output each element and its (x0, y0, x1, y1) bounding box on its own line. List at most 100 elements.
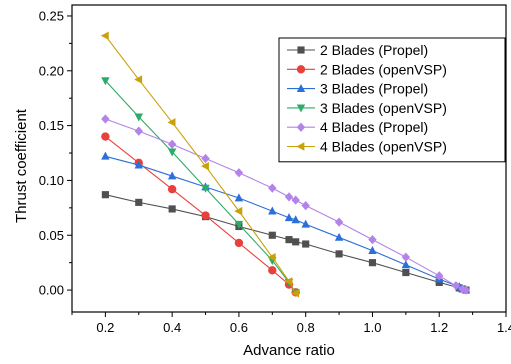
legend-label: 3 Blades (Propel) (320, 81, 428, 97)
legend-item: 3 Blades (openVSP) (287, 100, 447, 116)
legend-label: 2 Blades (Propel) (320, 42, 428, 58)
x-tick-label: 0.8 (297, 320, 315, 335)
data-point (234, 206, 243, 216)
data-point (201, 153, 210, 164)
data-point (134, 75, 143, 84)
data-point (100, 31, 109, 40)
legend-item: 4 Blades (Propel) (287, 119, 428, 135)
data-point (234, 168, 244, 178)
data-point (268, 206, 277, 215)
data-point (451, 281, 461, 291)
series-6 (100, 31, 300, 298)
y-tick-label: 0.00 (39, 283, 64, 298)
data-point (285, 236, 293, 244)
data-point (284, 213, 294, 222)
series-line (105, 194, 467, 291)
y-tick-label: 0.10 (39, 173, 64, 188)
data-point (334, 232, 344, 241)
data-point (167, 118, 176, 127)
y-tick-label: 0.20 (39, 63, 64, 78)
series-5 (101, 114, 471, 295)
data-point (101, 132, 110, 141)
x-tick-label: 0.4 (163, 320, 181, 335)
series-line (104, 80, 297, 293)
data-point (268, 266, 277, 275)
data-point (200, 161, 209, 171)
x-tick-label: 0.2 (96, 320, 114, 335)
data-point (284, 277, 293, 286)
data-point (134, 160, 143, 169)
plot-area (100, 31, 471, 298)
legend-label: 3 Blades (openVSP) (320, 100, 447, 116)
legend-label: 4 Blades (openVSP) (320, 139, 447, 155)
legend: 2 Blades (Propel) 2 Blades (openVSP) 3 Bla… (278, 37, 506, 163)
data-point (296, 104, 306, 113)
data-point (291, 195, 300, 205)
series-line (105, 118, 467, 291)
y-tick-label: 0.25 (39, 8, 64, 23)
legend-item: 3 Blades (Propel) (287, 81, 428, 97)
data-point (368, 235, 377, 245)
plot-frame (71, 4, 507, 313)
data-point (296, 83, 306, 92)
x-tick-label: 1.4 (497, 320, 511, 335)
data-point (335, 250, 343, 258)
data-point (167, 171, 177, 180)
data-point (368, 259, 377, 267)
legend-label: 2 Blades (openVSP) (320, 61, 447, 77)
data-point (135, 198, 143, 206)
series-3 (101, 151, 471, 294)
data-point (267, 252, 276, 262)
data-point (402, 268, 410, 277)
x-tick-label: 1.0 (363, 320, 381, 335)
data-point (167, 185, 177, 194)
x-axis-title: Advance ratio (243, 342, 335, 359)
data-point (401, 260, 411, 269)
y-tick-label: 0.15 (39, 118, 64, 133)
data-point (234, 238, 244, 248)
data-point (292, 238, 300, 246)
data-point (101, 77, 110, 86)
data-point (101, 114, 110, 124)
data-point (134, 126, 143, 136)
data-point (201, 184, 210, 193)
data-point (284, 192, 294, 202)
data-point (435, 271, 444, 281)
data-point (401, 252, 411, 262)
data-point (134, 113, 143, 122)
legend-box (278, 37, 506, 163)
data-point (296, 142, 305, 151)
data-point (101, 151, 110, 160)
data-point (461, 285, 471, 295)
data-point (291, 215, 300, 224)
axes: 0.2 0.4 0.6 0.8 1.0 1.2 1.4 0.00 0.05 0.10 0.15 0.2… (39, 4, 511, 335)
data-point (167, 139, 177, 149)
data-point (234, 193, 244, 202)
legend-item: 2 Blades (Propel) (287, 42, 428, 58)
series-line (105, 155, 467, 291)
y-tick-label: 0.05 (39, 228, 64, 243)
legend-label: 4 Blades (Propel) (320, 119, 428, 135)
data-point (334, 217, 344, 227)
data-point (296, 65, 306, 74)
data-point (297, 46, 305, 54)
data-point (201, 211, 210, 220)
data-point (302, 240, 310, 248)
data-point (368, 245, 377, 254)
data-point (101, 191, 109, 199)
data-point (168, 205, 176, 213)
data-point (234, 220, 244, 229)
legend-item: 2 Blades (openVSP) (287, 61, 447, 77)
data-point (268, 231, 276, 239)
series-line (104, 35, 297, 294)
y-axis-title: Thrust coefficient (13, 108, 30, 223)
x-tick-label: 1.2 (430, 320, 448, 335)
data-point (301, 219, 310, 228)
legend-item: 4 Blades (openVSP) (287, 139, 447, 155)
x-tick-label: 0.6 (230, 320, 248, 335)
data-point (167, 148, 177, 157)
data-point (268, 183, 277, 193)
data-point (301, 201, 310, 211)
